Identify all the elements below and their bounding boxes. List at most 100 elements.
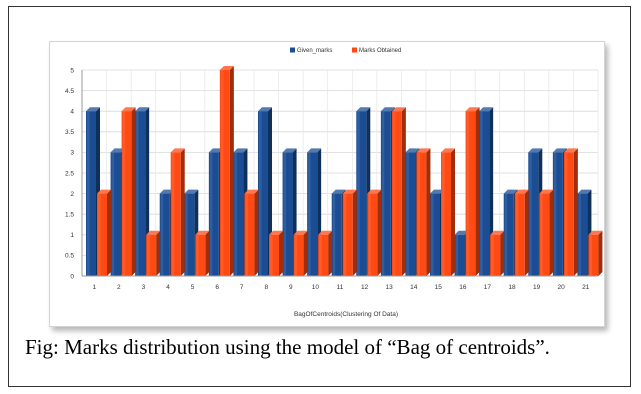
bar-top [135, 107, 150, 112]
bar-top [269, 230, 283, 235]
bar-front [121, 111, 132, 276]
bar-top [97, 189, 111, 194]
x-tick-label: 11 [337, 284, 344, 291]
legend-swatch-given [290, 47, 295, 53]
bar-front [184, 193, 195, 276]
x-tick-label: 14 [410, 284, 418, 291]
bar-side [352, 189, 357, 276]
bar-top [416, 148, 431, 153]
bar-marks-obtained [416, 148, 431, 276]
bar-marks-obtained [293, 230, 308, 276]
chart-panel: 0 0.5 1 1.5 2 2.5 3 3.5 4 4.5 5 1 2 3 4 5 6 7 8 9 10 11 12 13 14… [49, 41, 605, 327]
bar-front [195, 234, 206, 276]
x-tick-label: 18 [508, 284, 516, 291]
bar-front [86, 111, 96, 276]
bar-side [279, 230, 283, 276]
bar-side [475, 107, 480, 276]
bar-top [430, 189, 444, 194]
bar-side [500, 230, 505, 276]
bar-side [328, 230, 333, 276]
bar-top [563, 148, 578, 153]
marks-bar-chart: 00.511.522.533.544.551 2 3 4 5 6 7 8 9 10 11 12 13 14… [65, 47, 603, 318]
bar-highlight [270, 234, 273, 276]
bar-side [598, 230, 603, 276]
x-tick-label: 10 [312, 284, 320, 291]
bar-marks-obtained [195, 230, 210, 276]
bar-marks-obtained [219, 66, 234, 276]
bar-highlight [209, 152, 213, 276]
x-tick-label: 15 [435, 284, 443, 291]
bar-top [539, 189, 554, 194]
bar-marks-obtained [244, 189, 259, 276]
bar-highlight [442, 152, 445, 276]
legend-swatch-obtained [352, 47, 357, 53]
x-tick-label: 19 [533, 284, 541, 291]
bar-top [86, 107, 100, 112]
bar-front [159, 193, 170, 276]
bar-front [293, 234, 304, 276]
bar-top [514, 189, 529, 194]
bar-highlight [160, 193, 164, 276]
bar-side [180, 148, 185, 276]
bar-marks-obtained [465, 107, 480, 276]
y-tick-label: 2.5 [65, 170, 74, 177]
y-tick-label: 4.5 [65, 88, 74, 95]
x-axis-label: BagOfCentroids(Clustering Of Data) [294, 311, 398, 318]
bar-highlight [332, 193, 336, 276]
bar-marks-obtained [490, 230, 505, 276]
bar-front [490, 234, 501, 276]
axes: 00.511.522.533.544.551 2 3 4 5 6 7 8 9 10 11 12 13 14… [65, 67, 598, 291]
x-tick-label: 4 [166, 284, 170, 291]
y-tick-label: 0 [70, 273, 74, 280]
legend-label-given: Given_marks [297, 48, 332, 54]
bar-highlight [381, 111, 385, 276]
x-tick-label: 12 [361, 284, 369, 291]
bar-marks-obtained [514, 189, 529, 276]
y-tick-label: 1 [70, 232, 74, 239]
bar-highlight [308, 152, 311, 276]
bar-top [454, 230, 469, 235]
bar-front [318, 234, 329, 276]
bar-front [465, 111, 476, 276]
bar-highlight [136, 111, 139, 276]
bar-top [380, 107, 395, 112]
bar-marks-obtained [342, 189, 357, 276]
bar-highlight [98, 193, 101, 276]
bar-front [430, 193, 440, 276]
bar-top [391, 107, 406, 112]
bar-top [441, 148, 455, 153]
bar-highlight [234, 152, 237, 276]
bar-marks-obtained [441, 148, 455, 276]
bar-front [454, 234, 465, 276]
bar-highlight [171, 152, 175, 276]
bar-marks-obtained [367, 189, 382, 276]
bar-top [588, 230, 603, 235]
figure-frame: 0 0.5 1 1.5 2 2.5 3 3.5 4 4.5 5 1 2 3 4 5 6 7 8 9 10 11 12 13 14… [8, 6, 631, 387]
bar-front [146, 234, 157, 276]
bar-front [441, 152, 451, 276]
bar-top [159, 189, 174, 194]
bar-top [552, 148, 567, 153]
bar-top [219, 66, 234, 70]
bar-front [416, 152, 427, 276]
bar-front [170, 152, 181, 276]
bar-side [426, 148, 431, 276]
x-tick-label: 7 [240, 284, 244, 291]
bar-top [307, 148, 322, 153]
bar-top [208, 148, 223, 153]
bar-highlight [245, 193, 248, 276]
bar-highlight [578, 193, 581, 276]
bar-highlight [589, 234, 592, 276]
bar-front [110, 152, 121, 276]
bar-front [258, 111, 268, 276]
x-tick-label: 13 [386, 284, 394, 291]
bar-top [342, 189, 357, 194]
y-tick-label: 0.5 [65, 253, 74, 260]
bar-top [577, 189, 592, 194]
bar-side [549, 189, 554, 276]
bar-marks-obtained [170, 148, 185, 276]
bar-front [588, 234, 599, 276]
bar-highlight [196, 234, 199, 276]
bar-marks-obtained [539, 189, 554, 276]
bar-front [391, 111, 402, 276]
